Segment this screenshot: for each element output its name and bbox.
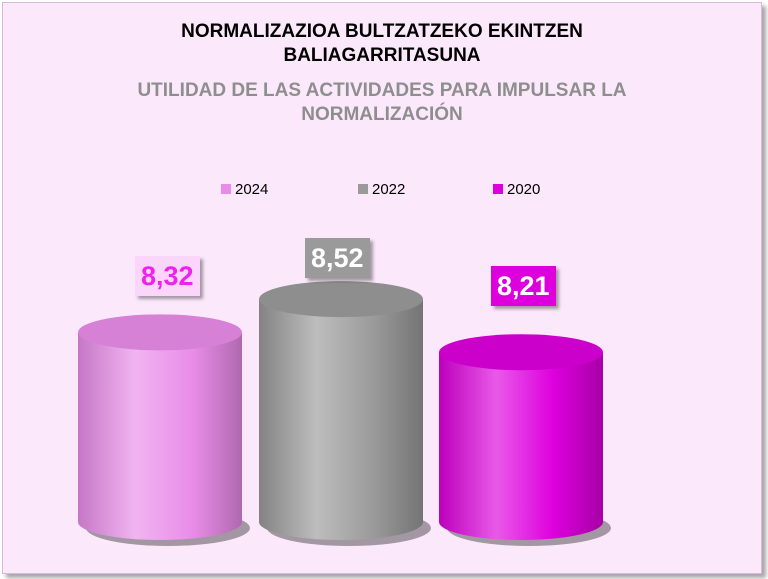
- legend-swatch-2020: [493, 184, 503, 194]
- legend-label-2020: 2020: [507, 180, 541, 198]
- bar-2022: [259, 281, 431, 546]
- chart-subtitle-line-2: NORMALIZACIÓN: [301, 104, 463, 125]
- data-label-2022: 8,52: [305, 238, 370, 278]
- legend-label-2024: 2024: [235, 180, 269, 198]
- bar-top-2022: [259, 281, 423, 318]
- bar-top-2020: [439, 334, 603, 371]
- legend-item-2024: 2024: [221, 179, 268, 199]
- chart-title-line-2: BALIAGARRITASUNA: [283, 45, 481, 66]
- bar-top-2024: [78, 314, 242, 351]
- chart-subtitle: UTILIDAD DE LAS ACTIVIDADES PARA IMPULSA…: [3, 79, 761, 127]
- chart-title-line-1: NORMALIZAZIOA BULTZATZEKO EKINTZEN: [181, 21, 583, 42]
- chart-subtitle-line-1: UTILIDAD DE LAS ACTIVIDADES PARA IMPULSA…: [137, 80, 627, 101]
- legend-swatch-2024: [221, 184, 231, 194]
- legend-item-2022: 2022: [358, 179, 405, 199]
- data-label-2024: 8,32: [135, 256, 200, 296]
- bar-2024: [78, 314, 250, 546]
- bar-body-2020: [439, 352, 603, 540]
- legend-item-2020: 2020: [493, 179, 540, 199]
- bar-body-2024: [78, 332, 242, 540]
- legend-swatch-2022: [358, 184, 368, 194]
- chart-title: NORMALIZAZIOA BULTZATZEKO EKINTZEN BALIA…: [3, 20, 761, 68]
- legend-label-2022: 2022: [372, 180, 406, 198]
- bar-2020: [439, 334, 611, 546]
- bar-body-2022: [259, 299, 423, 540]
- legend: 2024 2022 2020: [3, 179, 761, 199]
- data-label-2020: 8,21: [491, 266, 556, 306]
